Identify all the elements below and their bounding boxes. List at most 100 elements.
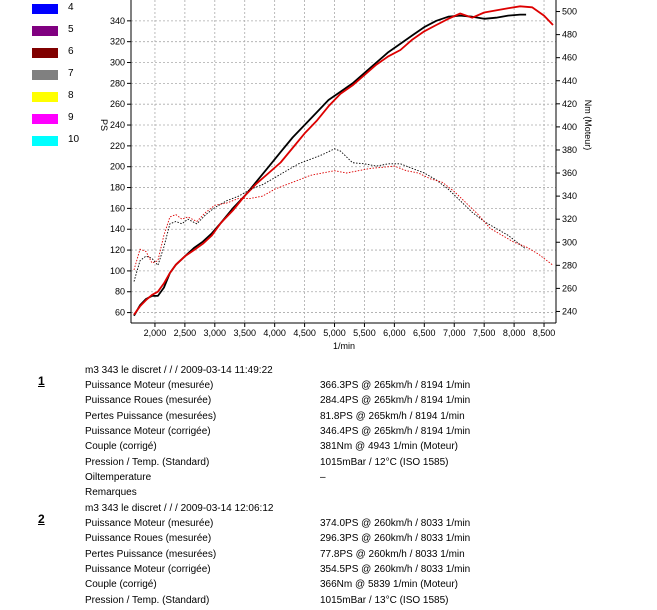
x-tick-label: 7,500 — [473, 328, 496, 338]
run-summary-2: 2 m3 343 le discret / / / 2009-03-14 12:… — [0, 500, 657, 606]
legend-label: 8 — [68, 90, 74, 101]
legend-label: 6 — [68, 46, 74, 57]
summary-value: 346.4PS @ 265km/h / 8194 1/min — [320, 425, 471, 437]
x-tick-label: 4,500 — [293, 328, 316, 338]
summary-label: Puissance Roues (mesurée) — [85, 533, 212, 545]
summary-value: 1015mBar / 13°C (ISO 1585) — [320, 594, 449, 606]
summary-label: Pertes Puissance (mesurées) — [85, 548, 217, 560]
y-right-tick-label: 440 — [562, 76, 577, 86]
legend-swatch — [32, 26, 58, 36]
summary-value: 77.8PS @ 260km/h / 8033 1/min — [320, 548, 465, 560]
summary-value: 374.0PS @ 260km/h / 8033 1/min — [320, 518, 471, 529]
legend-label: 10 — [68, 134, 80, 145]
summary-row: Puissance Moteur (corrigée) 354.5PS @ 260… — [85, 564, 645, 579]
y-left-tick-label: 160 — [110, 203, 125, 213]
summary-value: 366Nm @ 5839 1/min (Moteur) — [320, 579, 458, 591]
x-tick-label: 2,000 — [144, 328, 167, 338]
run-number: 1 — [38, 374, 45, 388]
summary-row: Couple (corrigé) 381Nm @ 4943 1/min (Mote… — [85, 441, 645, 456]
summary-label: Pression / Temp. (Standard) — [85, 456, 210, 468]
y-right-tick-label: 420 — [562, 99, 577, 109]
y-right-tick-label: 280 — [562, 260, 577, 270]
summary-value: 81.8PS @ 265km/h / 8194 1/min — [320, 410, 465, 422]
y-left-tick-label: 60 — [115, 308, 125, 318]
summary-row: Pression / Temp. (Standard) 1015mBar / 13… — [85, 595, 645, 610]
y-left-tick-label: 280 — [110, 78, 125, 88]
summary-label: Puissance Moteur (corrigée) — [85, 425, 211, 437]
y-left-tick-label: 180 — [110, 183, 125, 193]
summary-row: Puissance Moteur (mesurée) 374.0PS @ 260k… — [85, 518, 645, 533]
summary-row: Puissance Moteur (mesurée) 366.3PS @ 265k… — [85, 380, 645, 395]
y-left-tick-label: 120 — [110, 245, 125, 255]
x-tick-label: 6,500 — [413, 328, 436, 338]
y-left-tick-label: 240 — [110, 120, 125, 130]
summary-value: 296.3PS @ 260km/h / 8033 1/min — [320, 533, 471, 545]
legend-swatch — [32, 114, 58, 124]
y-right-tick-label: 320 — [562, 214, 577, 224]
x-tick-label: 8,500 — [533, 328, 556, 338]
x-tick-label: 5,500 — [353, 328, 376, 338]
y-left-tick-label: 320 — [110, 37, 125, 47]
summary-label: Remarques — [85, 487, 137, 499]
x-tick-label: 6,000 — [383, 328, 406, 338]
x-axis-title: 1/min — [333, 341, 355, 351]
y-right-tick-label: 380 — [562, 145, 577, 155]
series-line-torque-run-2 — [133, 165, 554, 271]
summary-row: Puissance Roues (mesurée) 296.3PS @ 260km… — [85, 533, 645, 548]
y-right-tick-label: 300 — [562, 237, 577, 247]
legend-swatch — [32, 92, 58, 102]
summary-value: 366.3PS @ 265km/h / 8194 1/min — [320, 380, 471, 391]
y-left-tick-label: 140 — [110, 224, 125, 234]
legend-swatch — [32, 4, 58, 14]
y-right-tick-label: 480 — [562, 30, 577, 40]
summary-row: Pertes Puissance (mesurées) 81.8PS @ 265k… — [85, 411, 645, 426]
summary-label: Couple (corrigé) — [85, 441, 157, 453]
y-left-tick-label: 300 — [110, 58, 125, 68]
summary-value: 354.5PS @ 260km/h / 8033 1/min — [320, 563, 471, 575]
summary-label: Puissance Moteur (mesurée) — [85, 380, 214, 391]
x-tick-label: 4,000 — [263, 328, 286, 338]
summary-row: Puissance Roues (mesurée) 284.4PS @ 265km… — [85, 395, 645, 410]
y-left-tick-label: 220 — [110, 141, 125, 151]
series-line-torque-run-1 — [133, 148, 527, 282]
y-right-tick-label: 360 — [562, 168, 577, 178]
summary-value: 381Nm @ 4943 1/min (Moteur) — [320, 441, 458, 453]
run-title: m3 343 le discret / / / 2009-03-14 12:06… — [85, 503, 274, 514]
legend-label: 4 — [68, 2, 74, 13]
legend-label: 7 — [68, 68, 74, 79]
summary-label: Pression / Temp. (Standard) — [85, 594, 210, 606]
legend-swatch — [32, 70, 58, 80]
y-axis-title-right: Nm (Moteur) — [583, 100, 593, 151]
legend-swatch — [32, 136, 58, 146]
y-right-tick-label: 260 — [562, 283, 577, 293]
summary-label: Couple (corrigé) — [85, 579, 157, 591]
summary-label: Puissance Moteur (mesurée) — [85, 518, 214, 529]
run-number: 2 — [38, 512, 45, 526]
summary-label: Pertes Puissance (mesurées) — [85, 410, 217, 422]
y-right-tick-label: 400 — [562, 122, 577, 132]
y-left-tick-label: 340 — [110, 16, 125, 26]
summary-row: Pertes Puissance (mesurées) 77.8PS @ 260k… — [85, 549, 645, 564]
dyno-chart: 2,000 2,500 3,000 3,500 4,000 4,500 5,000 5,500… — [99, 0, 593, 351]
y-right-tick-label: 340 — [562, 191, 577, 201]
legend-label: 9 — [68, 112, 74, 123]
y-left-tick-label: 100 — [110, 266, 125, 276]
legend-label: 5 — [68, 24, 74, 35]
y-left-tick-label: 80 — [115, 287, 125, 297]
summary-value: – — [320, 471, 326, 483]
summary-row: Puissance Moteur (corrigée) 346.4PS @ 265… — [85, 426, 645, 441]
x-tick-label: 2,500 — [174, 328, 197, 338]
run-title: m3 343 le discret / / / 2009-03-14 11:49… — [85, 365, 273, 376]
summary-value: 1015mBar / 12°C (ISO 1585) — [320, 456, 449, 468]
summary-row: Couple (corrigé) 366Nm @ 5839 1/min (Mote… — [85, 579, 645, 594]
series-line-power-run-2 — [133, 5, 554, 316]
legend-swatch — [32, 48, 58, 58]
summary-row: Remarques — [85, 487, 645, 502]
summary-row: Pression / Temp. (Standard) 1015mBar / 12… — [85, 457, 645, 472]
y-left-tick-label: 200 — [110, 162, 125, 172]
y-right-tick-label: 500 — [562, 7, 577, 17]
summary-label: Puissance Moteur (corrigée) — [85, 563, 211, 575]
x-tick-label: 3,500 — [233, 328, 256, 338]
summary-label: Oiltemperature — [85, 471, 152, 483]
y-right-tick-label: 240 — [562, 306, 577, 316]
